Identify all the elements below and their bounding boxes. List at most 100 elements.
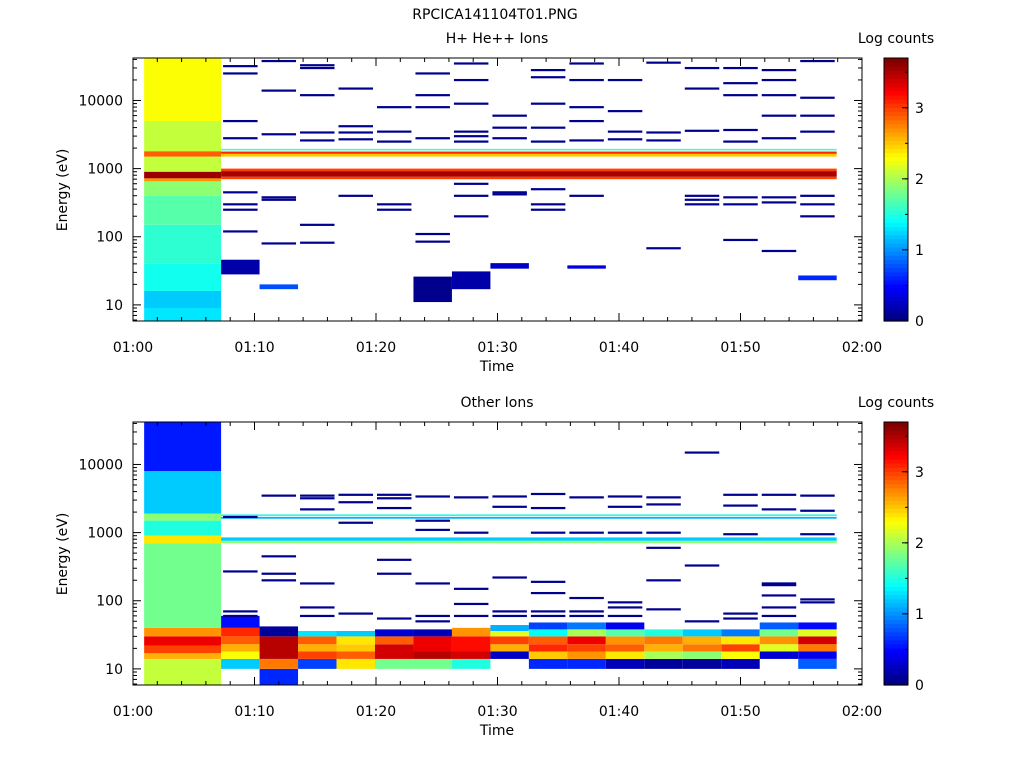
heatmap-cell: [338, 131, 373, 134]
heatmap-cell: [415, 72, 450, 75]
colorbar-frame: [883, 421, 909, 686]
colorbar-other: 0 1 2 3: [883, 421, 924, 694]
heatmap-cell: [721, 644, 760, 652]
heatmap-cell: [682, 658, 722, 669]
colorbar-swatch: [884, 251, 908, 256]
heatmap-cell: [453, 602, 489, 606]
heatmap-cell: [684, 203, 720, 206]
heatmap-cell: [530, 591, 566, 595]
heatmap-cell: [415, 94, 450, 97]
heatmap-cell: [800, 59, 835, 63]
colorbar-tick-label: 3: [915, 101, 924, 117]
heatmap-cell: [761, 196, 797, 199]
heatmap-cell: [415, 495, 450, 498]
heatmap-cell: [682, 629, 722, 637]
colorbar-swatch: [884, 664, 908, 670]
heatmap-cell: [336, 636, 375, 645]
colorbar-swatch: [884, 70, 908, 76]
colorbar-swatch: [884, 197, 908, 203]
heatmap-cell: [607, 138, 643, 141]
colorbar-swatch: [884, 230, 908, 236]
colorbar-swatch: [884, 160, 908, 166]
heatmap-cell: [646, 61, 681, 64]
panel-h-he-ions: H+ He++ Ions 01:00 01:10 01:20 01:30 01:40 01…: [55, 31, 934, 375]
heatmap-cell: [605, 651, 645, 659]
heatmap-cell: [453, 78, 489, 82]
heatmap-cell: [415, 106, 450, 109]
heatmap-cell: [530, 506, 566, 510]
colorbar-swatch: [884, 491, 908, 497]
heatmap-cell: [259, 284, 299, 290]
heatmap-cell: [569, 531, 604, 534]
heatmap-cell: [261, 555, 297, 558]
colorbar-swatch: [884, 676, 908, 682]
heatmap-cell: [336, 630, 375, 637]
colorbar-swatch: [884, 58, 908, 63]
colorbar-swatch: [884, 483, 908, 489]
heatmap-cell: [261, 572, 297, 575]
colorbar-swatch: [884, 631, 908, 637]
heatmap-cell: [300, 497, 335, 500]
heatmap-cell: [800, 215, 835, 218]
colorbar-swatch: [884, 218, 908, 223]
colorbar-swatch: [884, 643, 908, 649]
colorbar-tick-label: 3: [915, 465, 924, 481]
heatmap-cell: [413, 658, 452, 669]
heatmap-cell: [413, 636, 452, 652]
heatmap-cell: [607, 606, 643, 609]
heatmap-cell: [530, 580, 566, 583]
heatmap-cell: [684, 198, 720, 201]
heatmap-cell: [607, 130, 643, 133]
heatmap-cell: [605, 636, 645, 645]
heatmap-cell: [721, 629, 760, 637]
heatmap-cell: [569, 614, 604, 618]
colorbar-swatch: [884, 148, 908, 154]
x-tick-label: 02:00: [842, 340, 882, 356]
heatmap-cell: [300, 582, 335, 585]
colorbar-swatch: [884, 537, 908, 542]
heatmap-cell: [646, 546, 681, 549]
heatmap-cell: [223, 65, 258, 68]
colorbar-label-other: Log counts: [858, 395, 934, 411]
heatmap-cell: [144, 307, 222, 321]
heatmap-cell: [723, 94, 758, 97]
heatmap-cell: [298, 644, 337, 652]
heatmap-cell: [453, 102, 489, 105]
heatmap-cell: [798, 275, 837, 281]
colorbar-swatch: [884, 648, 908, 653]
heatmap-cell: [530, 614, 566, 618]
colorbar-swatch: [884, 508, 908, 514]
colorbar-frame: [883, 57, 909, 322]
heatmap-cell: [300, 494, 335, 497]
colorbar-swatch: [884, 181, 908, 186]
colorbar-swatch: [884, 111, 908, 117]
colorbar-swatch: [884, 450, 908, 456]
heatmap-cell: [607, 78, 643, 82]
x-tick-label: 01:50: [720, 340, 760, 356]
colorbar-swatch: [884, 123, 908, 129]
heatmap-cell: [223, 614, 258, 618]
heatmap-cell: [567, 629, 606, 637]
heatmap-cell: [221, 176, 837, 180]
colorbar-tick-label: 2: [915, 172, 924, 188]
heatmap-cell: [413, 276, 452, 303]
heatmap-cell: [646, 503, 681, 506]
heatmap-cell: [144, 627, 222, 637]
heatmap-cell: [336, 658, 375, 669]
heatmap-cell: [415, 582, 450, 585]
heatmap-cell: [759, 636, 799, 645]
colorbar-swatch: [884, 520, 908, 526]
colorbar-swatch: [884, 156, 908, 162]
heatmap-cell: [723, 238, 758, 242]
heatmap-cell: [800, 494, 835, 497]
heatmap-cell: [646, 131, 681, 134]
colorbar-swatch: [884, 189, 908, 195]
heatmap-cell: [376, 130, 412, 133]
heatmap-cell: [223, 230, 258, 233]
heatmap-cell: [144, 178, 222, 182]
heatmap-cell: [223, 208, 258, 211]
heatmap-cell: [223, 191, 258, 194]
heatmap-cell: [492, 505, 527, 508]
heatmap-cell: [569, 496, 604, 499]
heatmap-cell: [453, 215, 489, 218]
